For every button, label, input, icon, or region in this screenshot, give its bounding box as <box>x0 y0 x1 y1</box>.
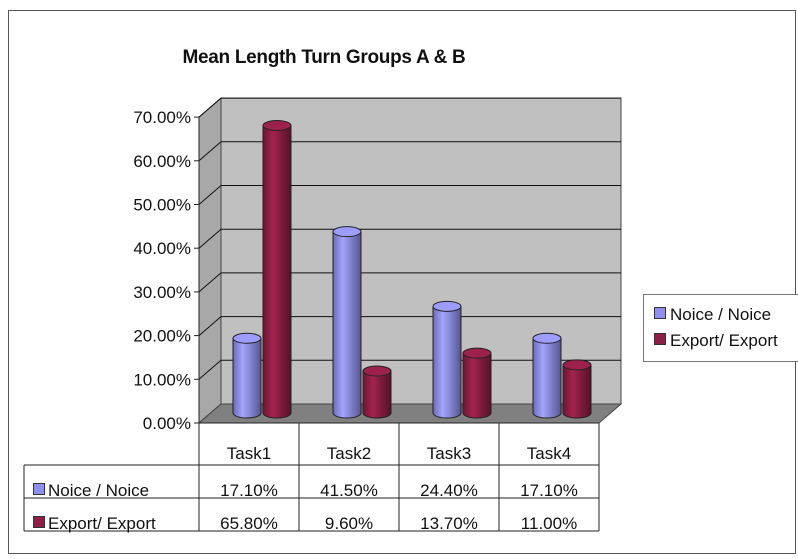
table-cell-s2-task1: 65.80% <box>220 514 278 533</box>
y-tick-label: 30.00% <box>133 283 191 302</box>
y-tick-label: 70.00% <box>133 108 191 127</box>
gridline-side <box>198 141 222 162</box>
gridline-side <box>198 316 222 336</box>
bar-task2-series-1 <box>332 231 362 419</box>
bar-task1-series-2-top <box>262 119 292 131</box>
table-cell-s1-task1: 17.10% <box>220 481 278 500</box>
bar-task2-series-2-top <box>362 365 392 377</box>
bar-task4-series-2 <box>562 364 592 419</box>
bar-task3-series-2-top <box>462 347 492 359</box>
chart-title: Mean Length Turn Groups A & B <box>182 47 466 68</box>
y-tick-label: 50.00% <box>133 196 191 215</box>
legend-swatch-series-1 <box>654 307 666 319</box>
legend: Noice / Noice Export/ Export <box>643 294 798 362</box>
y-tick-label: 60.00% <box>133 152 191 171</box>
bar-task2-series-2 <box>362 370 392 419</box>
side-wall <box>198 97 222 425</box>
bar-task4-series-1 <box>532 337 562 419</box>
bar-task3-series-2 <box>462 352 492 419</box>
table-row-label-text-series-1: Noice / Noice <box>48 481 150 500</box>
y-tick-label: 0.00% <box>143 414 191 433</box>
gridline-side <box>198 228 222 249</box>
gridline-side <box>198 185 222 205</box>
gridline-side <box>198 272 222 293</box>
bar-task2-series-1-top <box>332 226 362 238</box>
bar-task3-series-1-top <box>432 300 462 312</box>
bar-task1-series-1-top <box>232 332 262 344</box>
bar-task1-series-1 <box>232 337 262 419</box>
table-row-label-series-2: Export/ Export <box>33 514 156 534</box>
bar-task4-series-2-top <box>562 359 592 371</box>
table-swatch-series-2 <box>33 516 45 528</box>
bar-task4-series-1-top <box>532 332 562 344</box>
table-cell-s1-task3: 24.40% <box>420 481 478 500</box>
table-header-task3: Task3 <box>426 444 472 463</box>
table-cell-s1-task4: 17.10% <box>520 481 578 500</box>
table-cell-s2-task2: 9.60% <box>324 514 374 533</box>
chart-frame: 0.00% 10.00% 20.00% 30.00% 40.00% 50.00% 60.00… <box>8 10 798 554</box>
gridline-side <box>198 97 222 118</box>
table-header-task1: Task1 <box>226 444 272 463</box>
gridline-side <box>198 359 222 380</box>
legend-swatch-series-2 <box>654 333 666 345</box>
table-row-label-text-series-2: Export/ Export <box>48 514 156 533</box>
table-swatch-series-1 <box>33 483 45 495</box>
bar-task3-series-1 <box>432 305 462 419</box>
y-tick-label: 40.00% <box>133 239 191 258</box>
bar-task1-series-2 <box>262 124 292 419</box>
table-header-task2: Task2 <box>326 444 372 463</box>
legend-item-series-2: Export/ Export <box>654 331 778 351</box>
y-tick-label: 10.00% <box>133 370 191 389</box>
table-cell-s2-task3: 13.70% <box>420 514 478 533</box>
table-cell-s2-task4: 11.00% <box>520 514 578 533</box>
legend-label-series-2: Export/ Export <box>670 331 778 350</box>
bar-chart-3d: 0.00% 10.00% 20.00% 30.00% 40.00% 50.00% 60.00… <box>23 97 623 532</box>
table-cell-s1-task2: 41.50% <box>320 481 378 500</box>
table-row-label-series-1: Noice / Noice <box>33 481 149 501</box>
legend-item-series-1: Noice / Noice <box>654 305 771 325</box>
table-header-task4: Task4 <box>526 444 572 463</box>
legend-label-series-1: Noice / Noice <box>670 305 772 324</box>
y-tick-label: 20.00% <box>133 327 191 346</box>
